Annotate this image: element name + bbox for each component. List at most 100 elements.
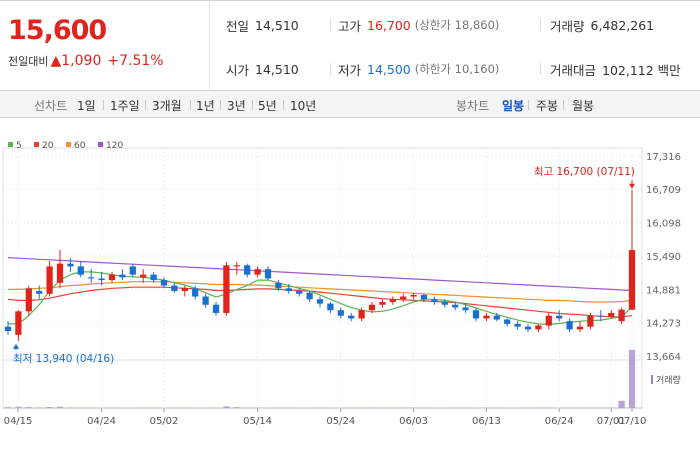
candle-body (285, 288, 292, 292)
volume-bar (306, 407, 313, 408)
volume-bar (545, 407, 552, 408)
volume-bar (597, 407, 604, 408)
volume-bar (556, 407, 563, 408)
quote-panel: 15,600 전일대비 ▲1,090 +7.51% 전일 14,510 고가 16,… (0, 0, 700, 91)
legend-label: 60 (74, 141, 86, 151)
candle-body (337, 310, 344, 316)
divider (220, 100, 221, 110)
low-label: 저가 (338, 62, 362, 78)
lower-limit: (하한가 10,160) (414, 62, 500, 76)
candle-body (504, 319, 511, 324)
candle-body (306, 292, 313, 300)
volume-bar (264, 407, 272, 408)
legend-swatch (34, 142, 39, 147)
y-tick-label: 16,709 (646, 185, 681, 196)
candle-body (483, 315, 490, 319)
volume-bar (327, 407, 334, 408)
volume-legend-swatch (651, 375, 653, 384)
volume-bar (410, 407, 417, 408)
period-3m[interactable]: 3개월 (152, 99, 182, 113)
volume-bar (566, 407, 573, 408)
candle-body (88, 277, 95, 279)
line-chart-label: 선차트 (34, 99, 68, 113)
open-price: 시가 14,510 (226, 59, 299, 79)
candle-body (462, 307, 469, 311)
candle-body (452, 304, 459, 308)
volume-bar (98, 407, 105, 408)
volume-bar (296, 407, 303, 408)
volume-bar (223, 406, 230, 408)
candle-body (56, 263, 64, 283)
candle-body (192, 288, 199, 297)
period-1d[interactable]: 1일 (77, 99, 96, 113)
candle-body (368, 304, 376, 311)
current-price: 15,600 (8, 15, 107, 46)
chart-canvas: 17,316 16,709 16,098 15,490 14,881 14,273 13,6… (2, 141, 681, 427)
candle-body (264, 269, 272, 279)
period-10y[interactable]: 10년 (290, 99, 317, 113)
volume-bar (462, 407, 469, 408)
y-tick-label: 14,881 (646, 285, 681, 296)
price-box: 15,600 전일대비 ▲1,090 +7.51% (0, 1, 210, 91)
legend-swatch (66, 142, 71, 147)
period-1w[interactable]: 1주일 (110, 99, 140, 113)
min-annotation: 최저 13,940 (04/16) (13, 353, 114, 365)
divider (330, 63, 331, 75)
x-tick-label: 05/02 (150, 416, 179, 427)
period-5y[interactable]: 5년 (258, 99, 277, 113)
candle-body (514, 323, 521, 327)
divider (190, 100, 191, 110)
legend-swatch (8, 142, 13, 147)
candle-body (233, 265, 240, 267)
candle-body (244, 265, 251, 275)
candle-weekly[interactable]: 주봉 (536, 99, 559, 113)
volume-bar (56, 406, 64, 408)
candle-body (150, 274, 157, 281)
volume-bar (77, 407, 84, 408)
volume-bar (452, 407, 459, 408)
volume-bar (628, 350, 636, 408)
change-value: 1,090 (61, 53, 102, 69)
change-label: 전일대비 (8, 55, 49, 68)
volume-bar (254, 407, 261, 408)
prev-close-value: 14,510 (255, 17, 299, 33)
volume-bar (233, 407, 240, 408)
candle-body (524, 326, 532, 330)
volume-bar (535, 407, 542, 408)
candle-monthly[interactable]: 월봉 (572, 99, 595, 113)
upper-limit: (상한가 18,860) (414, 18, 500, 32)
prev-close-label: 전일 (226, 18, 250, 34)
up-arrow-icon: ▲ (50, 53, 62, 69)
volume-bar (576, 407, 584, 408)
open-label: 시가 (226, 62, 250, 78)
volume-bar (4, 406, 12, 408)
candle-body (535, 325, 542, 330)
volume-bar (212, 407, 220, 408)
volume-bar (524, 407, 532, 408)
candle-body (431, 299, 438, 303)
open-value: 14,510 (255, 61, 299, 77)
x-tick-label: 04/24 (87, 416, 116, 427)
volume-bar (348, 407, 355, 408)
candle-body (160, 280, 168, 286)
volume-bar (160, 407, 168, 408)
volume-bar (420, 407, 428, 408)
candle-body (597, 315, 604, 317)
candle-body (129, 266, 136, 275)
candle-body (587, 315, 594, 327)
candle-body (316, 299, 324, 304)
candle-body (379, 302, 386, 305)
candle-daily[interactable]: 일봉 (502, 99, 525, 113)
x-tick-label: 05/14 (243, 416, 272, 427)
candle-body (36, 291, 43, 294)
volume-bar (25, 407, 32, 408)
period-3y[interactable]: 3년 (227, 99, 246, 113)
volume-bar (337, 407, 344, 408)
ma20-line (7, 286, 633, 318)
candle-body (140, 274, 147, 278)
period-1y[interactable]: 1년 (196, 99, 215, 113)
max-arrow-head (629, 183, 635, 189)
volume-bar (504, 407, 511, 408)
x-tick-label: 06/24 (545, 416, 574, 427)
ma120-line (7, 257, 633, 292)
